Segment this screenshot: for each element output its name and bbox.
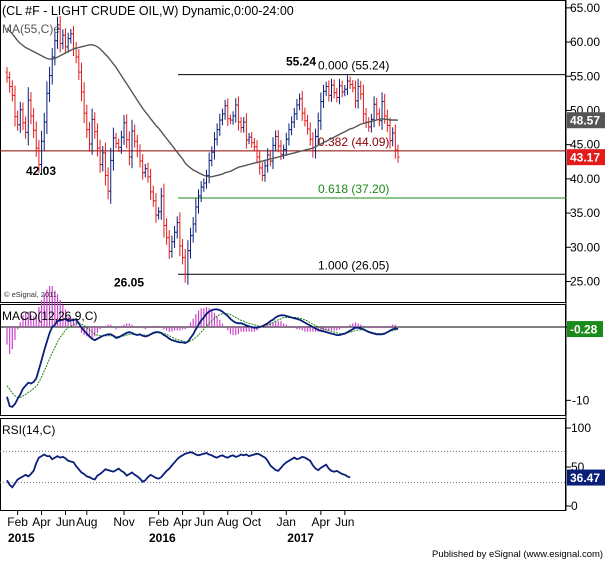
price-tick-label: 25.00 — [570, 274, 600, 288]
price-badge-label: 48.57 — [570, 114, 600, 128]
x-month-label: Aug — [76, 515, 97, 529]
x-month-label: Feb — [7, 515, 28, 529]
rsi-layer — [0, 450, 566, 489]
rsi-line — [6, 451, 351, 489]
rsi-title: RSI(14,C) — [2, 423, 55, 437]
rsi-tick-label: 0 — [571, 499, 578, 513]
macd-title: MACD(12,26,9,C) — [2, 309, 97, 323]
price-annotation-0: 55.24 — [286, 55, 316, 69]
x-month-label: Jun — [194, 515, 213, 529]
price-tick-label: 65.00 — [570, 1, 600, 15]
x-month-label: Feb — [148, 515, 169, 529]
price-badge-0: 48.57 — [567, 112, 605, 129]
x-year-label: 2016 — [149, 531, 176, 545]
price-layer: 0.000 (55.24) 0.382 (44.09) 0.618 (37.20) 1… — [0, 15, 566, 289]
x-month-label: Apr — [312, 515, 331, 529]
fib-label-0: 0.000 (55.24) — [318, 59, 389, 73]
x-month-label: Jun — [56, 515, 75, 529]
rsi-badge-label: 36.47 — [570, 471, 600, 485]
price-badge-bg — [567, 112, 605, 129]
fib-label-2: 0.618 (37.20) — [318, 182, 389, 196]
price-annotation-2: 26.05 — [114, 275, 144, 289]
price-tick-label: 55.00 — [570, 69, 600, 83]
chart-title: (CL #F - LIGHT CRUDE OIL,W) Dynamic,0:00… — [2, 4, 294, 18]
price-tick-label: 60.00 — [570, 35, 600, 49]
ma-line — [6, 27, 399, 178]
x-year-label: 2015 — [8, 531, 35, 545]
x-month-label: Nov — [113, 515, 134, 529]
price-annotation-1: 42.03 — [26, 164, 56, 178]
macd-signal-line — [6, 313, 399, 398]
macd-layer — [0, 285, 566, 408]
macd-badge-bg — [567, 321, 603, 338]
price-badge-label: 43.17 — [570, 151, 600, 165]
price-tick-label: 30.00 — [570, 240, 600, 254]
rsi-tick-label: 100 — [571, 421, 591, 435]
macd-tick-label: -10 — [572, 393, 590, 407]
publisher-label: Published by eSignal (www.esignal.com) — [432, 549, 603, 560]
rsi-badge-bg — [567, 469, 605, 486]
rsi-badge: 36.47 — [567, 469, 605, 486]
macd-panel-frame — [0, 304, 566, 416]
x-month-label: Oct — [242, 515, 261, 529]
price-tick-label: 45.00 — [570, 138, 600, 152]
ma-label: MA(55,C)e — [2, 22, 60, 36]
copyright-label: © eSignal, 2011 — [4, 290, 57, 299]
macd-badge: -0.28 — [567, 321, 603, 338]
axis-layer: 25.0030.0035.0040.0045.0050.0055.0060.00… — [7, 1, 605, 545]
x-month-label: Apr — [32, 515, 51, 529]
macd-line — [6, 308, 399, 408]
price-tick-label: 40.00 — [570, 172, 600, 186]
x-month-label: Aug — [217, 515, 238, 529]
price-bar — [396, 144, 400, 163]
price-badge-bg — [567, 149, 605, 166]
macd-badge-label: -0.28 — [570, 323, 598, 337]
price-panel-frame — [0, 0, 566, 303]
x-month-label: Jun — [335, 515, 354, 529]
fib-label-3: 1.000 (26.05) — [318, 258, 389, 272]
fib-label-1: 0.382 (44.09) — [318, 135, 389, 149]
price-tick-label: 35.00 — [570, 206, 600, 220]
price-badge-1: 43.17 — [567, 149, 605, 166]
x-month-label: Jan — [277, 515, 296, 529]
x-month-label: Apr — [173, 515, 192, 529]
x-year-label: 2017 — [287, 531, 314, 545]
